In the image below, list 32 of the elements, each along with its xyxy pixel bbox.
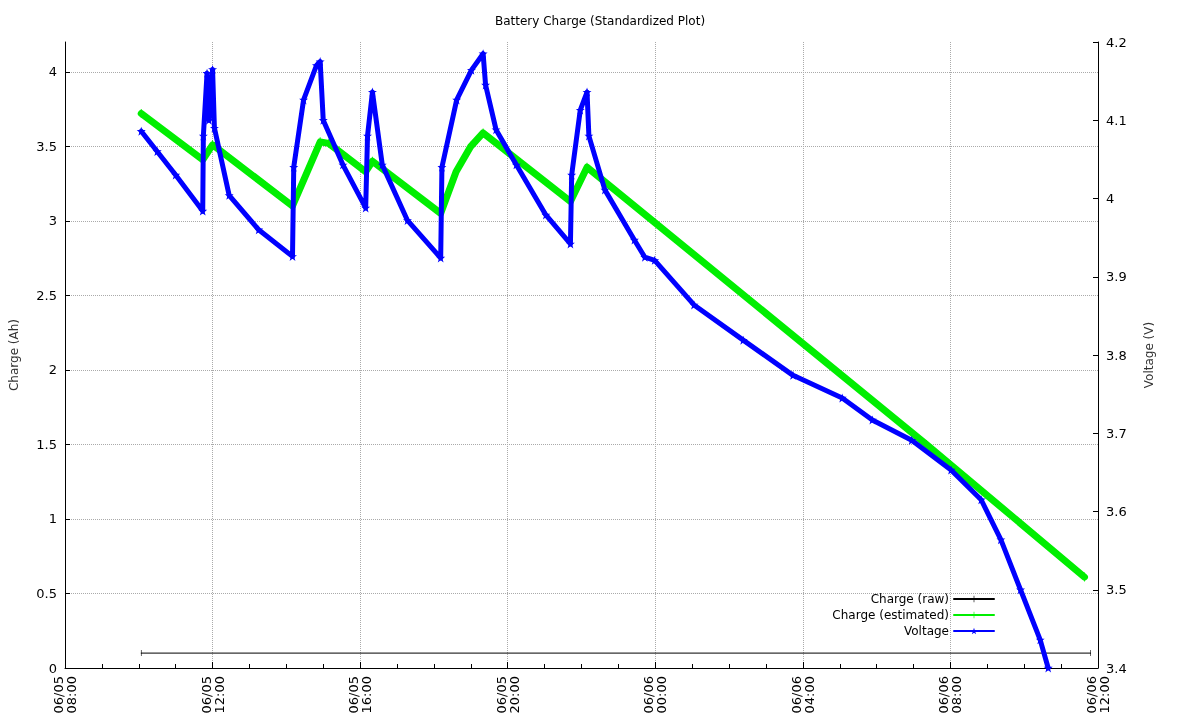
- x-tick-label: 06/06 00:00: [641, 676, 670, 714]
- y-tick-label: 0.5: [36, 585, 57, 601]
- x-tick-label: 06/05 08:00: [51, 676, 79, 714]
- x-tick-label: 06/05 16:00: [346, 676, 375, 714]
- y2-tick-label: 3.4: [1106, 660, 1127, 676]
- y-tick-label: 2: [48, 362, 57, 378]
- y2-tick-label: 3.8: [1106, 347, 1127, 363]
- y-tick-label: 1: [48, 511, 57, 527]
- y2-tick-label: 3.5: [1106, 582, 1127, 598]
- y2-tick-label: 4: [1106, 191, 1115, 206]
- y-tick-label: 3: [48, 213, 57, 229]
- y2-tick-label: 4.2: [1106, 34, 1127, 50]
- chart-title: Battery Charge (Standardized Plot): [494, 14, 706, 28]
- x-tick-label: 06/05 12:00: [198, 676, 227, 714]
- x-tick-label: 06/06 08:00: [936, 676, 965, 714]
- y-tick-label: 1.5: [36, 436, 57, 452]
- y-tick-label: 0: [48, 660, 57, 676]
- y-tick-label: 4: [48, 64, 57, 80]
- y-axis-title: Charge (Ah): [7, 318, 21, 392]
- legend-label: Voltage: [903, 624, 949, 638]
- y-tick-label: 2.5: [36, 287, 57, 303]
- legend-label: Charge (estimated): [832, 608, 949, 622]
- x-tick-label: 06/05 20:00: [493, 676, 522, 714]
- y2-tick-label: 3.7: [1106, 425, 1127, 441]
- y-tick-label: 3.5: [36, 138, 57, 154]
- x-tick-label: 06/06 04:00: [788, 676, 817, 714]
- y2-axis-title: Voltage (V): [1142, 321, 1156, 389]
- y2-tick-label: 4.1: [1106, 112, 1127, 128]
- y2-tick-label: 3.9: [1106, 269, 1127, 285]
- y2-tick-label: 3.6: [1106, 504, 1127, 519]
- x-tick-label: 06/06 12:00: [1084, 676, 1112, 714]
- legend-label: Charge (raw): [870, 592, 949, 606]
